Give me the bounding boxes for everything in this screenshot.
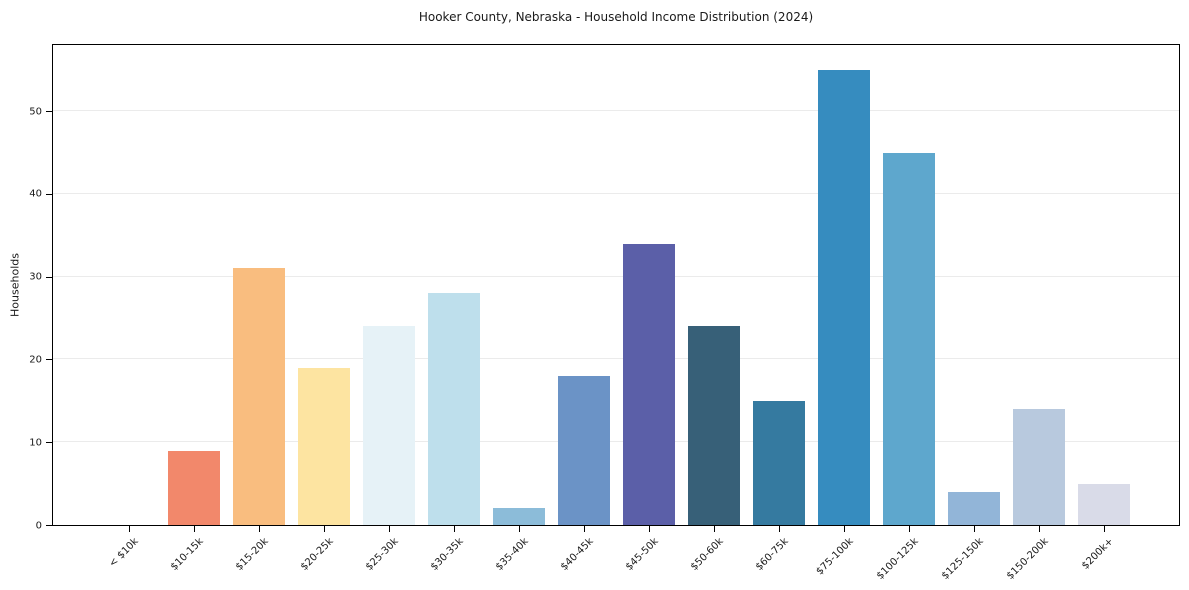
- bar-$125-150k: [947, 491, 1000, 525]
- x-tick-mark: [453, 526, 455, 532]
- bar-$40-45k: [557, 376, 610, 525]
- y-tick-label: 20: [29, 354, 42, 366]
- x-tick-mark: [908, 526, 910, 532]
- y-tick-mark: [46, 111, 52, 113]
- y-tick-mark: [46, 525, 52, 526]
- y-tick-label: 30: [29, 271, 42, 283]
- x-tick-label: $20-25k: [298, 536, 336, 573]
- bar-$150-200k: [1012, 409, 1065, 525]
- x-tick-mark: [388, 526, 390, 532]
- bar-$25-30k: [362, 326, 415, 525]
- y-tick-label: 10: [29, 437, 42, 449]
- x-tick-label: $60-75k: [753, 536, 791, 573]
- x-tick-mark: [258, 526, 260, 532]
- x-tick-label: $45-50k: [623, 536, 661, 573]
- bar-$75-100k: [817, 69, 870, 525]
- x-tick-mark: [193, 526, 195, 532]
- x-tick-label: $100-125k: [874, 536, 921, 582]
- bar-$200k+: [1077, 483, 1130, 525]
- gridline: [53, 275, 1179, 277]
- y-tick-label: 0: [35, 520, 42, 531]
- x-tick-mark: [583, 526, 585, 532]
- x-tick-label: $200k+: [1079, 536, 1116, 572]
- bar-$60-75k: [752, 400, 805, 525]
- bar-$30-35k: [427, 293, 480, 525]
- x-tick-label: $25-30k: [363, 536, 401, 573]
- gridline: [53, 192, 1179, 194]
- x-tick-label: $15-20k: [233, 536, 271, 573]
- gridline: [53, 110, 1179, 112]
- x-tick-mark: [648, 526, 650, 532]
- bar-$10-15k: [167, 450, 220, 525]
- y-tick-label: 50: [29, 106, 42, 118]
- y-tick-mark: [46, 359, 52, 361]
- y-axis-label: Households: [8, 253, 22, 317]
- y-tick-mark: [46, 276, 52, 278]
- bar-$100-125k: [882, 152, 935, 525]
- gridline: [53, 441, 1179, 443]
- gridline: [53, 358, 1179, 360]
- x-tick-mark: [713, 526, 715, 532]
- y-tick-mark: [46, 442, 52, 444]
- x-tick-label: $40-45k: [558, 536, 596, 573]
- x-tick-mark: [778, 526, 780, 532]
- bar-$20-25k: [297, 367, 350, 525]
- x-tick-label: $75-100k: [813, 536, 856, 578]
- x-tick-label: $150-200k: [1004, 536, 1051, 582]
- x-tick-label: $35-40k: [493, 536, 531, 573]
- x-tick-mark: [843, 526, 845, 532]
- y-tick-mark: [46, 193, 52, 195]
- x-tick-mark: [1103, 526, 1105, 532]
- x-tick-label: $125-150k: [939, 536, 986, 582]
- x-tick-mark: [128, 526, 130, 532]
- x-tick-label: $30-35k: [428, 536, 466, 573]
- x-tick-mark: [1038, 526, 1040, 532]
- bar-$45-50k: [622, 243, 675, 525]
- x-tick-label: $50-60k: [688, 536, 726, 573]
- y-tick-label: 40: [29, 188, 42, 200]
- x-tick-label: < $10k: [106, 536, 141, 570]
- x-tick-mark: [323, 526, 325, 532]
- x-tick-label: $10-15k: [168, 536, 206, 573]
- bar-$50-60k: [687, 326, 740, 525]
- chart-title: Hooker County, Nebraska - Household Inco…: [418, 10, 814, 24]
- x-tick-mark: [973, 526, 975, 532]
- bar-$35-40k: [492, 508, 545, 525]
- x-tick-mark: [518, 526, 520, 532]
- plot-area: [52, 44, 1180, 526]
- bar-$15-20k: [232, 268, 285, 525]
